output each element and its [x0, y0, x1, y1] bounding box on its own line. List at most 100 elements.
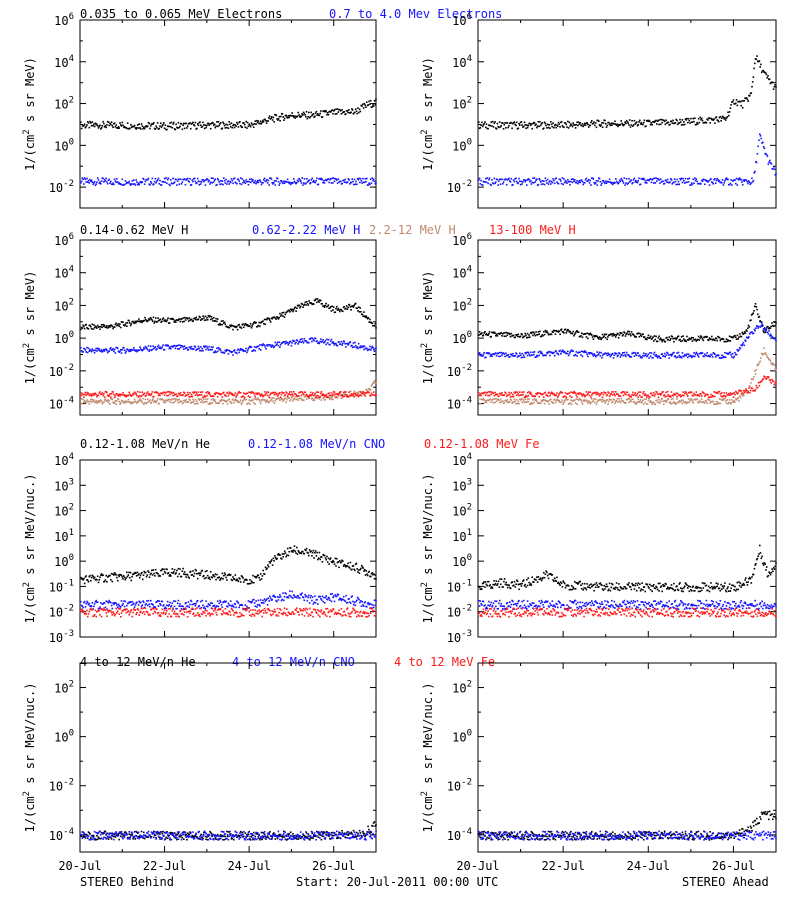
data-point — [564, 328, 567, 331]
data-point — [259, 349, 262, 351]
data-point — [575, 124, 578, 126]
data-point — [697, 402, 700, 404]
data-point — [685, 119, 687, 121]
data-point — [122, 124, 124, 127]
data-point — [104, 125, 107, 127]
data-point — [670, 398, 673, 401]
data-point — [187, 180, 190, 182]
data-point — [694, 179, 697, 182]
data-point — [633, 400, 636, 403]
y-tick-label: 10-2 — [49, 363, 74, 379]
data-point — [620, 177, 622, 180]
data-point — [730, 354, 732, 356]
data-point — [275, 393, 277, 395]
data-point — [298, 391, 300, 394]
data-point — [160, 184, 163, 186]
data-point — [98, 401, 101, 403]
data-point — [622, 391, 624, 393]
data-point — [639, 183, 642, 186]
data-point — [113, 178, 116, 181]
data-point — [488, 177, 491, 179]
data-point — [92, 183, 94, 186]
data-point — [656, 399, 658, 401]
data-point — [623, 177, 626, 179]
data-point — [519, 354, 522, 357]
data-point — [193, 391, 196, 393]
data-point — [252, 323, 254, 326]
data-point — [557, 394, 560, 397]
data-point — [238, 180, 240, 182]
data-point — [141, 125, 144, 127]
data-point — [108, 324, 110, 327]
data-point — [254, 396, 257, 398]
data-point — [308, 341, 310, 344]
y-tick-label: 104 — [54, 54, 74, 70]
data-point — [216, 350, 219, 353]
data-point — [91, 121, 94, 123]
data-point — [341, 344, 343, 346]
data-point — [766, 376, 768, 378]
data-point — [506, 399, 509, 401]
data-point — [92, 400, 94, 402]
data-point — [316, 114, 318, 116]
data-point — [690, 184, 692, 186]
data-point — [225, 395, 227, 397]
data-point — [706, 180, 708, 182]
data-point — [677, 180, 680, 183]
data-point — [298, 304, 300, 307]
data-point — [178, 183, 180, 185]
data-point — [351, 346, 354, 349]
data-point — [230, 402, 233, 404]
data-point — [561, 349, 564, 352]
data-point — [363, 348, 365, 351]
data-point — [371, 383, 373, 386]
data-point — [679, 338, 681, 341]
data-point — [318, 396, 320, 398]
data-point — [595, 354, 598, 357]
data-point — [279, 346, 281, 348]
data-point — [288, 393, 290, 395]
data-point — [286, 396, 289, 399]
data-point — [645, 353, 647, 355]
data-point — [659, 400, 662, 402]
data-point — [262, 119, 264, 122]
data-point — [305, 304, 307, 306]
data-point — [615, 334, 618, 337]
data-point — [319, 340, 321, 343]
data-point — [143, 403, 145, 405]
data-point — [182, 317, 185, 319]
data-point — [157, 177, 160, 180]
data-point — [615, 391, 617, 393]
data-point — [611, 353, 613, 355]
data-point — [90, 579, 92, 582]
data-point — [652, 178, 654, 180]
data-point — [133, 125, 135, 128]
data-point — [91, 574, 94, 577]
data-point — [130, 401, 132, 403]
data-point — [637, 124, 639, 126]
data-point — [520, 121, 523, 123]
data-point — [505, 127, 507, 129]
data-point — [760, 321, 763, 324]
data-point — [495, 178, 498, 181]
data-point — [512, 352, 514, 355]
data-point — [150, 349, 153, 352]
data-point — [124, 324, 127, 326]
data-point — [515, 121, 518, 124]
data-point — [538, 395, 540, 398]
data-point — [198, 399, 200, 401]
data-point — [80, 127, 83, 130]
data-point — [370, 349, 372, 351]
data-point — [306, 395, 309, 398]
data-point — [639, 123, 642, 125]
y-tick-exponent: 1 — [69, 528, 74, 538]
data-point — [659, 119, 661, 121]
data-point — [345, 394, 347, 396]
data-point — [155, 401, 157, 404]
data-point — [764, 376, 766, 378]
data-point — [327, 395, 330, 398]
data-point — [774, 84, 776, 86]
data-point — [84, 126, 87, 129]
data-point — [356, 307, 358, 310]
data-point — [124, 394, 127, 396]
